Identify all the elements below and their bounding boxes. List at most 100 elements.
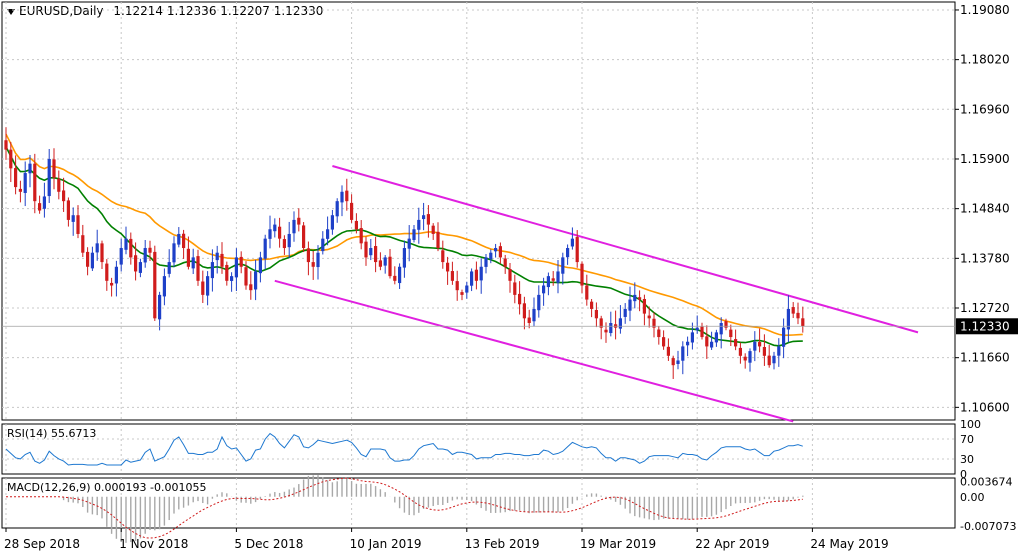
candle-body: [148, 247, 152, 253]
candle-body: [14, 168, 18, 188]
candle-body: [354, 220, 358, 230]
candle-body: [657, 329, 661, 338]
candle-body: [407, 238, 411, 249]
candle-body: [522, 303, 526, 319]
candle-body: [786, 308, 790, 330]
candle-body: [359, 228, 363, 244]
candle-body: [633, 294, 637, 302]
candle-body: [513, 282, 517, 295]
candle-body: [33, 163, 37, 202]
candle-body: [167, 262, 171, 274]
candle-body: [662, 337, 666, 347]
candle-body: [801, 318, 805, 327]
time-tick-label: 24 May 2019: [810, 537, 888, 551]
candle-body: [566, 248, 570, 258]
candle-body: [474, 269, 478, 281]
candle-body: [4, 140, 8, 150]
current-price-label: 1.12330: [960, 319, 1010, 333]
candle-body: [681, 346, 685, 361]
candle-body: [426, 214, 430, 225]
candle-body: [76, 215, 80, 234]
candle-body: [599, 318, 603, 328]
candle-body: [590, 301, 594, 309]
candle-body: [249, 284, 253, 291]
open-value: 1.12214: [113, 4, 163, 18]
candle-body: [258, 257, 262, 274]
macd-panel-frame: [1, 477, 956, 529]
candle-body: [465, 285, 469, 293]
main-panel-frame: [1, 1, 956, 421]
candle-body: [350, 202, 354, 220]
moving-average-line: [5, 133, 803, 337]
candle-body: [609, 322, 613, 334]
candle-body: [580, 263, 584, 286]
candle-body: [686, 341, 690, 346]
rsi-tick-label: 70: [960, 433, 974, 446]
candle-body: [57, 178, 61, 192]
candle-body: [402, 248, 406, 268]
candle-body: [287, 233, 291, 248]
candle-body: [734, 339, 738, 347]
candle-body: [594, 309, 598, 319]
candle-body: [470, 271, 474, 286]
time-tick-label: 13 Feb 2019: [465, 537, 540, 551]
timeframe-label: Daily: [73, 4, 104, 18]
candle-body: [210, 262, 214, 279]
candle-body: [321, 238, 325, 252]
candle-body: [561, 257, 565, 274]
candle-body: [508, 268, 512, 281]
candle-body: [239, 256, 243, 267]
candle-body: [575, 237, 579, 263]
candle-body: [105, 263, 109, 281]
candle-body: [9, 149, 13, 169]
macd-tick-label: -0.007073: [960, 520, 1016, 533]
candle-body: [431, 225, 435, 234]
candle-body: [724, 321, 728, 328]
candle-body: [446, 262, 450, 272]
macd-tick-label: 0.00: [960, 491, 985, 504]
candle-body: [666, 346, 670, 356]
candle-body: [479, 266, 483, 281]
candle-body: [282, 239, 286, 249]
rsi-tick-label: 30: [960, 453, 974, 466]
rsi-label: RSI(14) 55.6713: [7, 427, 96, 440]
candle-body: [498, 246, 502, 258]
candle-body: [71, 215, 75, 222]
candle-body: [374, 246, 378, 263]
price-tick-label: 1.15900: [960, 152, 1010, 166]
low-value: 1.12207: [220, 4, 270, 18]
candle-body: [791, 307, 795, 314]
rsi-tick-label: 0: [960, 468, 967, 481]
candle-body: [254, 271, 258, 290]
candle-body: [738, 347, 742, 356]
candle-body: [316, 252, 320, 268]
candle-body: [398, 266, 402, 284]
candle-body: [186, 248, 190, 267]
candle-body: [215, 252, 219, 261]
collapse-triangle-icon[interactable]: [7, 8, 15, 15]
candle-body: [234, 257, 238, 278]
candle-body: [518, 293, 522, 305]
price-tick-label: 1.18020: [960, 53, 1010, 67]
candle-body: [551, 278, 555, 281]
candle-body: [225, 264, 229, 281]
price-tick-label: 1.12720: [960, 301, 1010, 315]
candle-body: [158, 294, 162, 320]
candle-body: [28, 163, 32, 174]
time-tick-label: 5 Dec 2018: [234, 537, 303, 551]
candle-body: [642, 298, 646, 314]
current-price-box: [956, 318, 1018, 335]
macd-label: MACD(12,26,9) 0.000193 -0.001055: [7, 481, 206, 494]
candle-body: [388, 256, 392, 277]
candle-body: [177, 233, 181, 245]
candle-body: [638, 297, 642, 300]
time-tick-label: 28 Sep 2018: [4, 537, 80, 551]
candle-body: [782, 327, 786, 347]
candle-body: [546, 276, 550, 288]
price-tick-label: 1.10600: [960, 400, 1010, 414]
time-tick-label: 10 Jan 2019: [350, 537, 422, 551]
candle-body: [484, 257, 488, 267]
candle-body: [772, 355, 776, 364]
candle-body: [719, 322, 723, 335]
